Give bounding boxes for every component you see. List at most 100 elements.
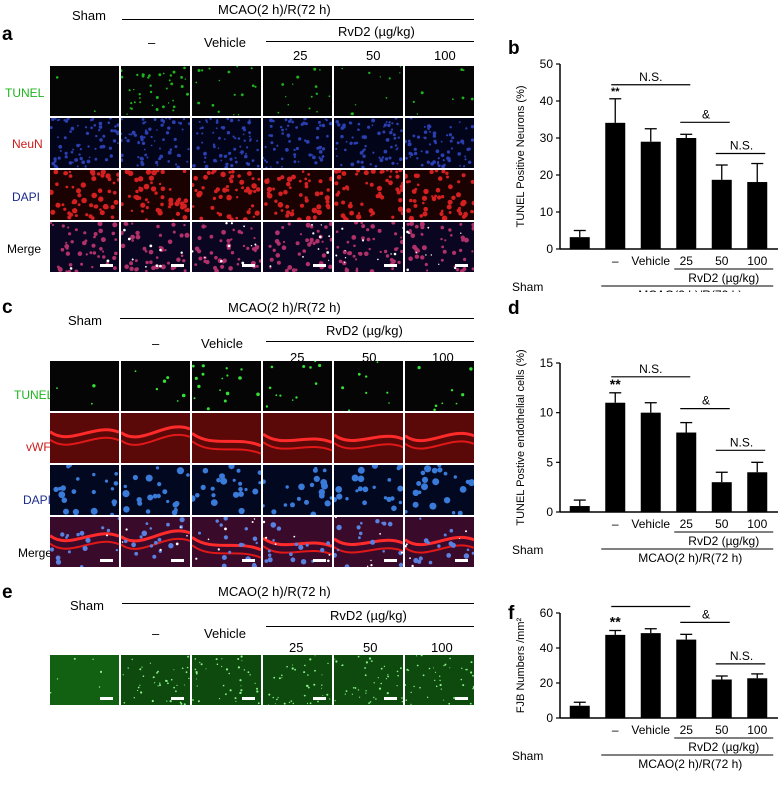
img-c-tile-r4-c4 — [263, 517, 332, 567]
img-a-tile-r3-c3 — [192, 170, 261, 220]
img-c-tile-r3-c2 — [121, 465, 190, 515]
img-a-tile-r4-c2 — [121, 222, 190, 272]
row-label-tunel-c: TUNEL — [14, 388, 54, 402]
img-c-tile-r2-c5 — [334, 413, 403, 463]
img-a-tile-r3-c1 — [50, 170, 119, 220]
img-c-tile-r2-c6 — [405, 413, 474, 463]
bar-50 — [711, 482, 732, 512]
ns-label-right: N.S. — [730, 649, 753, 663]
img-e-tile-r1-c1 — [50, 655, 119, 705]
x-label-vehicle: Vehicle — [631, 254, 670, 268]
y-tick-label: 0 — [546, 505, 553, 519]
bar-Vehicle — [640, 633, 661, 718]
ns-label-top: N.S. — [639, 362, 662, 376]
y-tick-label: 20 — [540, 676, 554, 690]
scale-bar — [455, 697, 468, 700]
x-label-sham: Sham — [512, 280, 543, 292]
y-tick-label: 10 — [540, 406, 554, 420]
chart-f: 0 20 40 60 FJB Numbers /mm² ** N.S. & N.S. –Vehic… — [512, 605, 778, 771]
chart-b: 0 10 20 30 40 50 TUNEL Positive Neurons (%) ** N… — [512, 57, 778, 292]
img-c-tile-r4-c1 — [50, 517, 119, 567]
img-a-tile-r1-c6 — [405, 66, 474, 116]
amp-label: & — [702, 107, 710, 121]
row-label-dapi-c: DAPI — [23, 493, 52, 507]
rvd2-label: RvD2 (µg/kg) — [338, 24, 415, 39]
bar-– — [605, 634, 626, 718]
scale-bar — [171, 559, 184, 562]
img-c-tile-r4-c3 — [192, 517, 261, 567]
panel-label-c: c — [2, 297, 13, 318]
scale-bar — [313, 264, 326, 267]
img-c-tile-r1-c2 — [121, 361, 190, 411]
panel-label-e: e — [2, 582, 13, 603]
img-e-tile-r1-c3 — [192, 655, 261, 705]
x-label-rvd2: RvD2 (µg/kg) — [688, 271, 759, 285]
img-a-tile-r4-c3 — [192, 222, 261, 272]
y-axis-label: FJB Numbers /mm² — [515, 617, 527, 713]
img-a-tile-r1-c1 — [50, 66, 119, 116]
vehicle-label: Vehicle — [201, 336, 243, 351]
vehicle-label: Vehicle — [204, 626, 246, 641]
rvd2-label: RvD2 (µg/kg) — [326, 323, 403, 338]
significance-stars: ** — [610, 614, 621, 630]
scale-bar — [384, 559, 397, 562]
img-c-tile-r1-c6 — [405, 361, 474, 411]
img-a-tile-r2-c4 — [263, 118, 332, 168]
significance-stars: ** — [611, 86, 620, 98]
ns-label-top: N.S. — [639, 70, 662, 84]
x-label-mcao: MCAO(2 h)/R(72 h) — [638, 551, 742, 565]
x-label-25: 25 — [680, 517, 694, 531]
bar-50 — [711, 179, 732, 249]
img-c-tile-r3-c4 — [263, 465, 332, 515]
y-tick-label: 15 — [540, 356, 554, 370]
img-c-tile-r2-c2 — [121, 413, 190, 463]
scale-bar — [242, 697, 255, 700]
img-a-tile-r2-c5 — [334, 118, 403, 168]
scale-bar — [242, 559, 255, 562]
img-a-tile-r2-c2 — [121, 118, 190, 168]
rvd2-line — [266, 41, 474, 42]
ns-label-top: N.S. — [639, 605, 662, 606]
img-e-tile-r1-c6 — [405, 655, 474, 705]
y-tick-label: 20 — [540, 168, 554, 182]
dose-25: 25 — [289, 640, 304, 655]
img-e-tile-r1-c2 — [121, 655, 190, 705]
x-label-sham: Sham — [512, 543, 543, 557]
row-label-merge-a: Merge — [7, 242, 42, 256]
amp-label: & — [702, 607, 710, 621]
img-c-tile-r3-c5 — [334, 465, 403, 515]
img-e-tile-r1-c4 — [263, 655, 332, 705]
x-label-50: 50 — [715, 723, 729, 737]
y-tick-label: 40 — [540, 641, 554, 655]
panel-label-a: a — [2, 24, 13, 45]
y-axis-label: TUNEL Postive endothelial cells (%) — [515, 350, 527, 526]
y-axis-label: TUNEL Positive Neurons (%) — [515, 85, 527, 227]
img-c-tile-r1-c3 — [192, 361, 261, 411]
x-label-100: 100 — [747, 517, 767, 531]
x-label-rvd2: RvD2 (µg/kg) — [688, 740, 759, 754]
x-label-vehicle: Vehicle — [631, 517, 670, 531]
img-a-tile-r3-c5 — [334, 170, 403, 220]
x-label-25: 25 — [680, 723, 694, 737]
bar-Sham — [569, 705, 590, 718]
mcao-line — [122, 19, 474, 20]
row-label-merge-c: Merge — [18, 546, 53, 560]
scale-bar — [171, 264, 184, 267]
img-c-tile-r1-c4 — [263, 361, 332, 411]
img-a-tile-r2-c6 — [405, 118, 474, 168]
dose-50: 50 — [366, 48, 381, 63]
sham-label: Sham — [68, 313, 102, 328]
img-c-tile-r2-c4 — [263, 413, 332, 463]
y-tick-label: 30 — [540, 131, 554, 145]
scale-bar — [384, 264, 397, 267]
x-label-100: 100 — [747, 254, 767, 268]
img-a-tile-r3-c2 — [121, 170, 190, 220]
scale-bar — [100, 264, 113, 267]
sham-label: Sham — [70, 598, 104, 613]
x-label-sham: Sham — [512, 749, 543, 763]
y-tick-label: 60 — [540, 606, 554, 620]
img-a-tile-r1-c2 — [121, 66, 190, 116]
x-label-mcao: MCAO(2 h)/R(72 h) — [638, 288, 742, 292]
img-c-tile-r3-c6 — [405, 465, 474, 515]
img-a-tile-r2-c1 — [50, 118, 119, 168]
